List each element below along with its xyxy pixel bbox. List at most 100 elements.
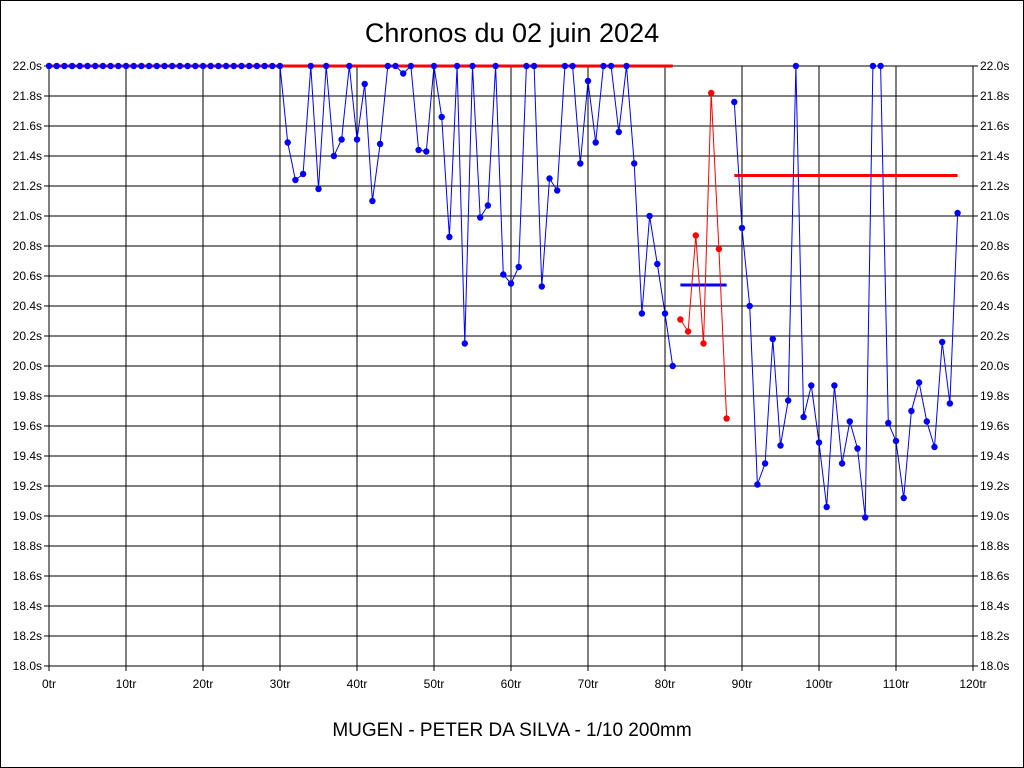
data-point [908, 407, 915, 415]
data-point [469, 62, 476, 70]
y-tick-label-right: 20.4s [980, 299, 1009, 313]
data-point [369, 197, 376, 205]
data-point [808, 382, 815, 389]
data-point [92, 62, 99, 70]
y-tick-label-right: 19.0s [980, 509, 1009, 523]
data-point [746, 302, 753, 310]
x-tick-label: 70tr [578, 677, 599, 691]
data-point [515, 263, 522, 271]
data-point [939, 338, 946, 346]
x-tick-label: 50tr [424, 677, 445, 691]
data-point [415, 146, 422, 154]
data-point [45, 62, 53, 70]
data-point [461, 340, 468, 347]
data-point [438, 113, 445, 121]
data-point [530, 62, 538, 70]
y-tick-label-right: 19.6s [980, 419, 1009, 433]
data-point [769, 335, 776, 343]
data-point [292, 176, 299, 184]
data-point [307, 62, 314, 70]
y-tick-label-left: 18.0s [13, 659, 42, 673]
data-point [577, 160, 584, 167]
data-point [954, 209, 961, 217]
data-point [869, 62, 877, 70]
data-point [353, 136, 361, 143]
data-point [646, 212, 653, 220]
data-point [846, 418, 853, 425]
y-tick-label-left: 18.2s [13, 629, 42, 643]
data-point [153, 62, 160, 70]
chart-subtitle: MUGEN - PETER DA SILVA - 1/10 200mm [332, 720, 692, 741]
data-point [484, 202, 492, 209]
y-tick-label-right: 18.0s [980, 659, 1009, 673]
y-tick-label-right: 21.0s [980, 209, 1009, 223]
y-tick-label-left: 19.6s [13, 419, 42, 433]
data-point [323, 62, 330, 70]
data-point [176, 62, 184, 70]
data-point [99, 62, 107, 70]
data-point [592, 139, 599, 146]
data-point [877, 62, 884, 70]
data-point [423, 148, 430, 155]
data-point [792, 62, 800, 70]
data-point [538, 283, 545, 290]
data-point [238, 62, 245, 70]
data-point [361, 80, 368, 88]
data-point [315, 185, 322, 193]
y-tick-label-right: 20.6s [980, 269, 1009, 283]
data-point [561, 62, 569, 70]
x-tick-label: 80tr [655, 677, 676, 691]
data-point [122, 62, 130, 70]
data-point [915, 379, 923, 386]
y-tick-label-left: 19.0s [13, 509, 42, 523]
data-point [754, 481, 761, 488]
data-point [923, 418, 930, 425]
x-tick-label: 20tr [193, 677, 214, 691]
data-point [684, 328, 692, 335]
data-point [638, 310, 646, 317]
data-point [330, 152, 338, 160]
data-point [815, 439, 823, 446]
data-point [145, 62, 153, 70]
data-point [507, 280, 515, 287]
data-point [623, 62, 630, 70]
y-tick-label-right: 20.2s [980, 329, 1009, 343]
x-tick-label: 100tr [805, 677, 832, 691]
data-point [392, 62, 399, 70]
data-point [785, 397, 792, 404]
data-point [61, 62, 68, 70]
data-point [115, 62, 122, 70]
data-point [492, 62, 499, 70]
y-tick-label-right: 18.8s [980, 539, 1009, 553]
y-tick-label-right: 21.8s [980, 89, 1009, 103]
data-point [607, 62, 615, 70]
x-tick-label: 40tr [347, 677, 368, 691]
data-point [261, 62, 268, 70]
data-point [715, 245, 723, 253]
data-point [862, 514, 869, 521]
data-point [669, 362, 676, 370]
y-tick-label-right: 18.2s [980, 629, 1009, 643]
data-point [192, 62, 199, 70]
y-tick-label-left: 21.0s [13, 209, 42, 223]
data-point [885, 419, 892, 427]
data-point [723, 415, 730, 422]
series-line [679, 92, 728, 419]
data-point [615, 128, 622, 136]
data-point [823, 503, 830, 511]
series-line [49, 64, 674, 367]
x-tick-label: 120tr [959, 677, 986, 691]
data-point [946, 400, 954, 407]
data-point [453, 62, 461, 70]
data-point [446, 233, 453, 241]
data-point [346, 62, 353, 70]
data-point [654, 260, 661, 268]
data-point [276, 62, 284, 70]
x-tick-label: 110tr [883, 677, 909, 691]
y-tick-label-right: 18.6s [980, 569, 1009, 583]
data-point [246, 62, 253, 70]
data-point [900, 494, 907, 502]
y-tick-label-left: 21.6s [13, 119, 42, 133]
data-point [76, 62, 84, 70]
